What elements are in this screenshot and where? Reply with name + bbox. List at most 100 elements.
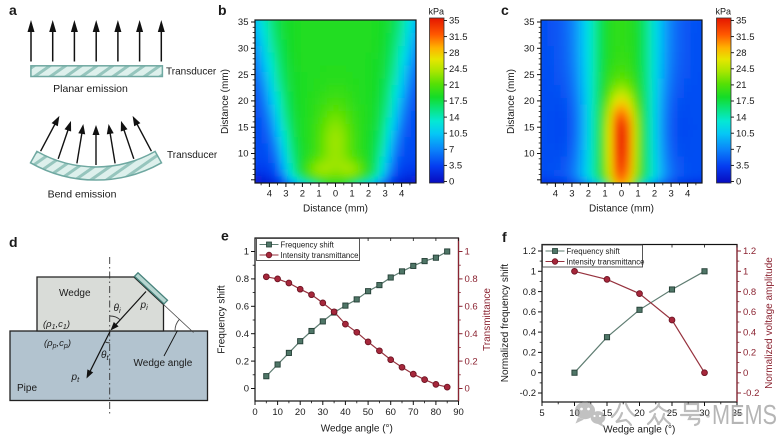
svg-text:θi: θi <box>114 303 121 315</box>
svg-text:1.2: 1.2 <box>743 246 756 257</box>
svg-text:0: 0 <box>244 384 249 395</box>
svg-text:3: 3 <box>668 189 673 200</box>
svg-text:0.4: 0.4 <box>236 329 249 340</box>
svg-text:5: 5 <box>539 408 544 419</box>
svg-text:0.8: 0.8 <box>523 287 536 298</box>
svg-text:3.5: 3.5 <box>449 161 462 172</box>
svg-text:Normalized voltage amplitude: Normalized voltage amplitude <box>764 257 775 389</box>
svg-text:10: 10 <box>569 408 580 419</box>
svg-text:0.6: 0.6 <box>743 307 756 318</box>
svg-text:Wedge angle (°): Wedge angle (°) <box>321 424 393 435</box>
svg-text:0: 0 <box>619 189 624 200</box>
svg-text:10: 10 <box>272 407 283 418</box>
svg-text:20: 20 <box>295 407 306 418</box>
svg-text:0.6: 0.6 <box>523 307 536 318</box>
svg-text:1: 1 <box>635 189 640 200</box>
svg-text:7: 7 <box>736 145 741 156</box>
svg-text:14: 14 <box>449 112 460 123</box>
svg-text:1: 1 <box>465 247 470 258</box>
svg-text:Distance (mm): Distance (mm) <box>506 69 517 134</box>
svg-text:Wedge: Wedge <box>59 288 91 299</box>
svg-text:10.5: 10.5 <box>736 128 755 139</box>
svg-text:Transmittance: Transmittance <box>482 288 493 351</box>
svg-text:10: 10 <box>524 149 535 160</box>
svg-text:21: 21 <box>449 80 460 91</box>
svg-text:0: 0 <box>333 189 338 200</box>
svg-text:3: 3 <box>569 189 574 200</box>
svg-text:10: 10 <box>238 149 249 160</box>
svg-text:Distance (mm): Distance (mm) <box>589 204 654 215</box>
svg-text:c: c <box>501 2 509 18</box>
svg-text:kPa: kPa <box>716 7 732 17</box>
svg-text:0: 0 <box>736 177 741 188</box>
svg-text:80: 80 <box>431 407 442 418</box>
svg-text:35: 35 <box>238 17 249 28</box>
svg-text:Wedge angle: Wedge angle <box>134 358 193 369</box>
svg-text:31.5: 31.5 <box>449 32 468 43</box>
svg-text:Wedge angle (°): Wedge angle (°) <box>603 425 675 436</box>
svg-text:θt: θt <box>101 350 109 362</box>
svg-text:30: 30 <box>524 44 535 55</box>
svg-text:b: b <box>218 2 227 18</box>
svg-text:1: 1 <box>531 266 536 277</box>
svg-text:Intensity transmittance: Intensity transmittance <box>281 251 359 260</box>
svg-text:-0.2: -0.2 <box>743 388 759 399</box>
svg-text:0.4: 0.4 <box>465 329 478 340</box>
svg-text:0: 0 <box>252 407 257 418</box>
svg-text:4: 4 <box>553 189 558 200</box>
svg-text:0.6: 0.6 <box>465 302 478 313</box>
svg-text:(ρp,cp): (ρp,cp) <box>44 338 71 350</box>
svg-text:Frequency shift: Frequency shift <box>567 247 621 256</box>
svg-text:1: 1 <box>244 247 249 258</box>
svg-text:31.5: 31.5 <box>736 32 755 43</box>
svg-text:3.5: 3.5 <box>736 161 749 172</box>
svg-text:0.2: 0.2 <box>743 348 756 359</box>
svg-text:1.2: 1.2 <box>523 246 536 257</box>
svg-text:4: 4 <box>685 189 690 200</box>
svg-text:1: 1 <box>602 189 607 200</box>
svg-text:Frequency shift: Frequency shift <box>281 240 335 249</box>
svg-text:20: 20 <box>634 408 645 419</box>
svg-text:2: 2 <box>586 189 591 200</box>
svg-text:15: 15 <box>524 122 535 133</box>
svg-text:3: 3 <box>283 189 288 200</box>
svg-text:Normalized frequency shift: Normalized frequency shift <box>500 264 511 383</box>
svg-text:15: 15 <box>238 122 249 133</box>
svg-text:25: 25 <box>238 70 249 81</box>
svg-text:Distance (mm): Distance (mm) <box>220 69 231 134</box>
svg-text:0: 0 <box>449 177 454 188</box>
svg-text:21: 21 <box>736 80 747 91</box>
svg-text:24.5: 24.5 <box>736 64 755 75</box>
svg-text:Intensity transmittance: Intensity transmittance <box>567 257 645 266</box>
svg-text:7: 7 <box>449 145 454 156</box>
svg-text:20: 20 <box>238 96 249 107</box>
svg-text:4: 4 <box>399 189 404 200</box>
svg-text:a: a <box>9 2 17 18</box>
svg-text:0: 0 <box>531 368 536 379</box>
svg-text:30: 30 <box>699 408 710 419</box>
svg-text:4: 4 <box>267 189 272 200</box>
svg-text:Planar emission: Planar emission <box>53 83 128 95</box>
svg-text:pt: pt <box>71 372 81 384</box>
svg-text:0.8: 0.8 <box>743 287 756 298</box>
svg-text:e: e <box>221 228 229 244</box>
svg-text:28: 28 <box>736 48 747 59</box>
svg-text:0.2: 0.2 <box>523 348 536 359</box>
svg-text:MEMS: MEMS <box>712 399 777 430</box>
svg-text:35: 35 <box>449 16 460 27</box>
svg-text:25: 25 <box>667 408 678 419</box>
svg-text:Transducer: Transducer <box>166 67 217 78</box>
svg-text:0.6: 0.6 <box>236 302 249 313</box>
svg-text:Frequency shift: Frequency shift <box>217 285 228 354</box>
svg-text:60: 60 <box>385 407 396 418</box>
svg-text:30: 30 <box>318 407 329 418</box>
svg-text:0: 0 <box>743 368 748 379</box>
svg-text:0.4: 0.4 <box>523 327 536 338</box>
svg-text:f: f <box>502 229 507 245</box>
svg-text:kPa: kPa <box>429 7 445 17</box>
svg-text:2: 2 <box>652 189 657 200</box>
svg-text:0.8: 0.8 <box>236 274 249 285</box>
svg-text:Distance (mm): Distance (mm) <box>303 204 368 215</box>
svg-text:d: d <box>9 234 18 250</box>
svg-text:Pipe: Pipe <box>17 383 37 394</box>
